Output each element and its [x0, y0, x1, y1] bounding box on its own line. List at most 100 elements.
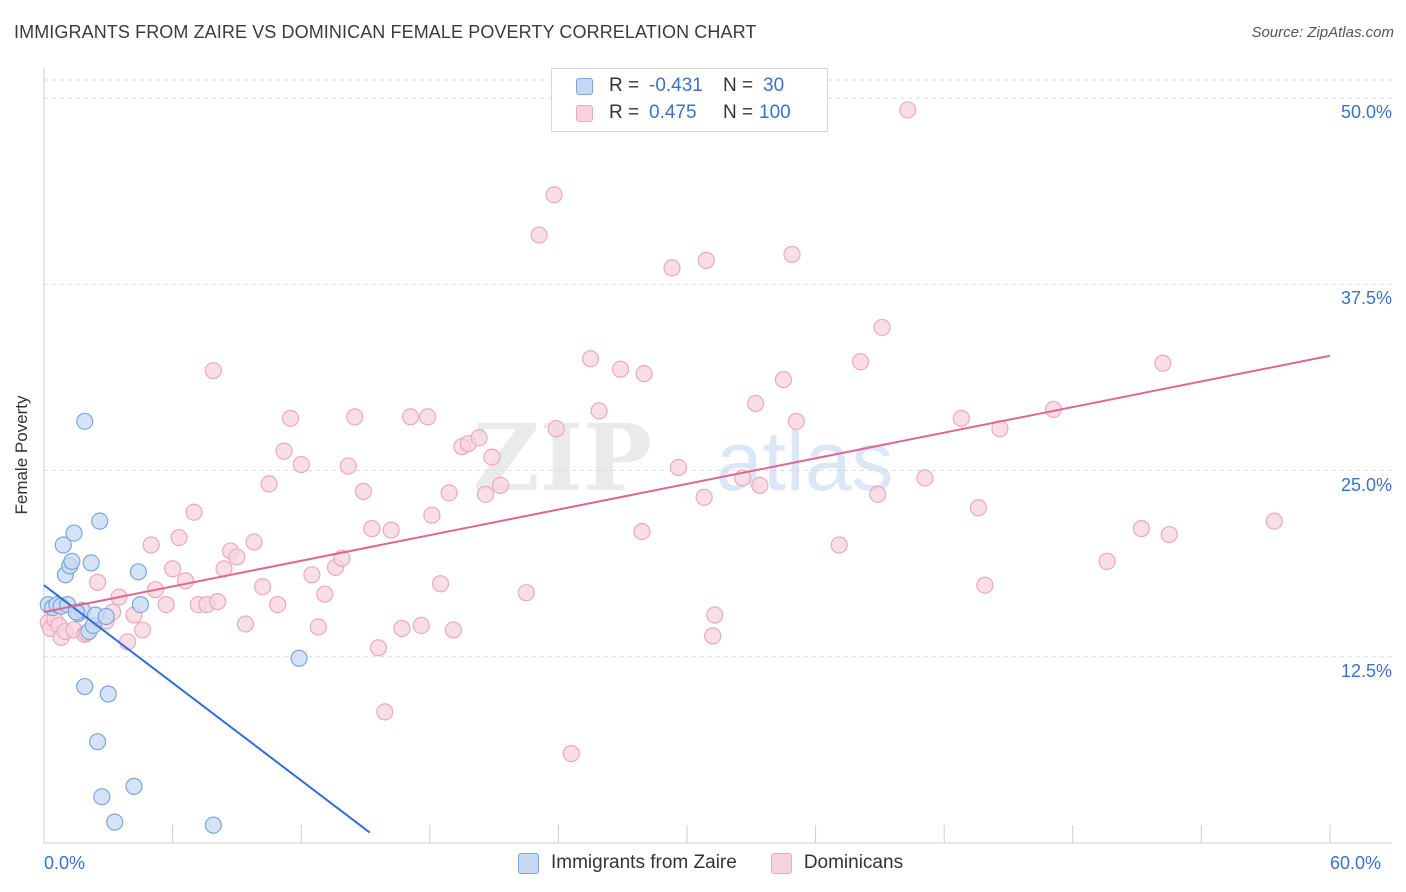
- legend-row-dominicans: R = 0.475 N = 100: [576, 100, 791, 126]
- series-legend-zaire: Immigrants from Zaire: [518, 852, 737, 874]
- dominicans-point: [316, 585, 334, 603]
- dominicans-point: [483, 448, 501, 466]
- y-tick-label: 12.5%: [1340, 660, 1392, 681]
- zaire-point: [76, 677, 94, 696]
- legend-r-value: -0.431: [649, 75, 703, 96]
- series-legend-dominicans: Dominicans: [770, 852, 904, 874]
- zaire-point: [76, 412, 94, 430]
- dominicans-point: [260, 475, 278, 493]
- dominicans-point: [275, 442, 293, 460]
- zaire-point: [82, 554, 100, 572]
- zaire-point: [54, 536, 72, 554]
- dominicans-point: [170, 528, 188, 547]
- legend-n-value: 30: [763, 75, 785, 96]
- zaire-point: [131, 595, 150, 614]
- dominicans-point: [1154, 354, 1172, 372]
- correlation-legend: R = -0.431 N = 30 R = 0.475 N = 100: [551, 68, 828, 132]
- dominicans-point: [393, 619, 411, 638]
- dominicans-point: [1098, 552, 1116, 570]
- dominicans-point: [236, 615, 255, 633]
- dominicans-point: [873, 318, 891, 337]
- dominicans-point: [164, 560, 182, 578]
- dominicans-point: [530, 226, 548, 244]
- y-tick-label: 50.0%: [1340, 102, 1392, 122]
- dominicans-point: [663, 259, 681, 277]
- dominicans-point: [401, 408, 420, 426]
- legend-swatch-dominicans: [576, 104, 593, 122]
- dominicans-point: [382, 521, 400, 539]
- dominicans-point: [309, 618, 327, 636]
- grid-lines: [44, 79, 1392, 658]
- dominicans-point: [545, 186, 563, 204]
- x-tick-label-max: 60.0%: [1330, 853, 1382, 873]
- dominicans-point: [157, 595, 175, 614]
- zaire-point: [88, 733, 107, 751]
- dominicans-point: [88, 573, 107, 591]
- dominicans-point: [562, 744, 580, 763]
- series-label-dominicans: Dominicans: [803, 852, 904, 873]
- legend-r-value: 0.475: [649, 102, 697, 123]
- zaire-point: [67, 603, 85, 621]
- dominicans-point: [704, 627, 722, 645]
- dominicans-point: [228, 548, 246, 566]
- zaire-point: [65, 524, 83, 542]
- dominicans-point: [176, 572, 195, 590]
- legend-n-label: N =: [723, 75, 754, 96]
- dominicans-point: [363, 520, 381, 538]
- legend-n-label: N =: [723, 102, 754, 123]
- dominicans-point: [669, 458, 688, 477]
- series-legend: Immigrants from Zaire Dominicans: [518, 852, 937, 874]
- zaire-point: [125, 777, 143, 795]
- watermark-zip: ZIP: [473, 404, 652, 512]
- legend-r-label: R =: [609, 102, 640, 123]
- dominicans-point: [969, 499, 988, 517]
- dominicans-point: [746, 394, 765, 413]
- dominicans-point: [369, 639, 387, 657]
- dominicans-point: [269, 595, 287, 614]
- legend-r-label: R =: [609, 75, 640, 96]
- dominicans-point: [303, 566, 321, 584]
- dominicans-point: [697, 251, 715, 270]
- series-label-zaire: Immigrants from Zaire: [551, 852, 737, 873]
- dominicans-point: [423, 506, 441, 524]
- legend-row-zaire: R = -0.431 N = 30: [576, 73, 784, 99]
- chart-title: IMMIGRANTS FROM ZAIRE VS DOMINICAN FEMAL…: [14, 22, 757, 42]
- dominicans-point: [354, 482, 372, 500]
- series-swatch-dominicans: [770, 852, 792, 874]
- zaire-point: [93, 788, 111, 806]
- dominicans-point: [852, 353, 870, 371]
- dominicans-point: [611, 360, 630, 378]
- dominicans-point: [916, 469, 934, 487]
- zaire-point: [97, 607, 115, 626]
- dominicans-point: [440, 484, 458, 502]
- dominicans-point: [142, 536, 160, 554]
- zaire-point: [99, 685, 117, 703]
- dominicans-point: [581, 350, 600, 368]
- dominicans-point: [204, 362, 222, 380]
- dominicans-point: [431, 575, 450, 593]
- dominicans-point: [787, 412, 805, 430]
- dominicans-point: [976, 576, 994, 594]
- dominicans-point: [774, 371, 793, 389]
- dominicans-point: [869, 485, 887, 503]
- dominicans-point: [254, 578, 272, 596]
- dominicans-point: [547, 420, 565, 438]
- zaire-point: [204, 816, 222, 834]
- dominicans-point: [444, 621, 462, 639]
- watermark: ZIP atlas: [473, 404, 894, 512]
- dominicans-point: [783, 245, 801, 264]
- x-tick-label-min: 0.0%: [44, 853, 86, 873]
- dominicans-point: [339, 457, 357, 475]
- dominicans-point: [635, 365, 653, 383]
- zaire-trend-line: [43, 584, 371, 834]
- dominicans-point: [952, 409, 970, 427]
- dominicans-point: [633, 522, 651, 541]
- zaire-point: [290, 649, 308, 667]
- dominicans-point: [292, 455, 310, 474]
- dominicans-point: [470, 429, 488, 447]
- dominicans-point: [412, 616, 430, 635]
- dominicans-point: [209, 593, 227, 611]
- zaire-point: [91, 512, 109, 530]
- dominicans-points: [39, 101, 1283, 763]
- series-swatch-zaire: [518, 852, 539, 874]
